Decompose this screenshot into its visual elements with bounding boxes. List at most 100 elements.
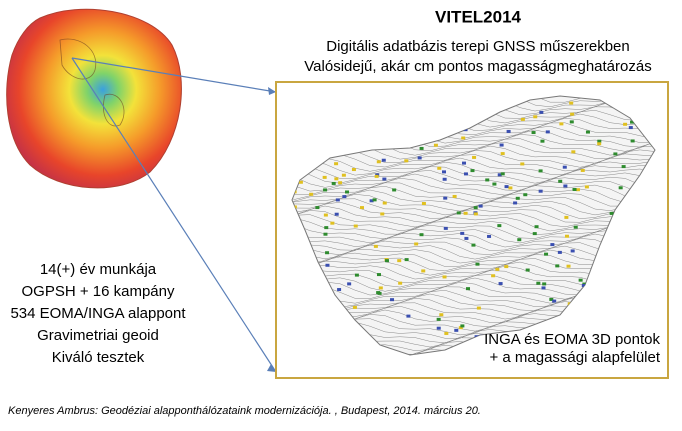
survey-point bbox=[569, 101, 574, 105]
survey-point bbox=[378, 286, 383, 290]
survey-point bbox=[334, 162, 339, 166]
survey-point bbox=[623, 122, 628, 126]
survey-point bbox=[557, 250, 562, 254]
survey-point bbox=[541, 286, 546, 290]
survey-point bbox=[381, 158, 386, 162]
survey-point bbox=[544, 252, 549, 256]
contour-line bbox=[292, 182, 655, 200]
survey-point bbox=[380, 212, 385, 216]
survey-point bbox=[414, 242, 419, 246]
survey-point bbox=[376, 160, 381, 164]
survey-point bbox=[382, 201, 387, 205]
contour-line bbox=[292, 154, 655, 172]
contour-line bbox=[292, 189, 655, 207]
contour-line bbox=[292, 242, 655, 260]
survey-point bbox=[444, 331, 449, 335]
contour-line bbox=[292, 177, 655, 196]
survey-point bbox=[436, 326, 441, 330]
footer: Kenyeres Ambrus: Geodéziai alapponthálóz… bbox=[8, 405, 481, 417]
survey-point bbox=[538, 189, 543, 193]
survey-point bbox=[323, 213, 328, 217]
survey-point bbox=[545, 130, 550, 134]
left-text-line: Gravimetriai geoid bbox=[37, 327, 159, 344]
survey-point bbox=[419, 146, 424, 150]
survey-point bbox=[487, 234, 492, 238]
survey-point bbox=[630, 120, 635, 124]
survey-point bbox=[531, 131, 536, 135]
survey-point bbox=[397, 259, 402, 263]
contour-line bbox=[292, 185, 655, 204]
survey-point bbox=[369, 199, 374, 203]
survey-point bbox=[498, 282, 503, 286]
map-caption: + a magassági alapfelület bbox=[489, 349, 660, 366]
survey-point bbox=[550, 243, 555, 247]
survey-point bbox=[460, 324, 465, 328]
survey-point bbox=[331, 181, 336, 185]
survey-point bbox=[578, 278, 583, 282]
survey-point bbox=[539, 110, 544, 114]
survey-point bbox=[439, 313, 444, 317]
survey-point bbox=[584, 185, 589, 189]
survey-point bbox=[463, 172, 468, 176]
survey-point bbox=[338, 181, 343, 185]
survey-point bbox=[572, 187, 577, 191]
survey-point bbox=[523, 193, 528, 197]
survey-point bbox=[352, 305, 357, 309]
survey-point bbox=[552, 299, 557, 303]
survey-point bbox=[442, 177, 447, 181]
survey-point bbox=[298, 180, 303, 184]
survey-point bbox=[373, 244, 378, 248]
survey-point bbox=[575, 188, 580, 192]
survey-point bbox=[437, 166, 442, 170]
survey-point bbox=[433, 143, 438, 147]
survey-point bbox=[570, 112, 575, 116]
survey-point bbox=[419, 233, 424, 237]
survey-point bbox=[558, 179, 563, 183]
contour-line bbox=[292, 258, 655, 276]
survey-point bbox=[478, 204, 483, 208]
survey-point bbox=[497, 173, 502, 177]
survey-point bbox=[517, 238, 522, 242]
contour-line bbox=[292, 170, 655, 188]
survey-point bbox=[470, 169, 475, 173]
survey-point bbox=[322, 175, 327, 179]
survey-point bbox=[504, 265, 509, 269]
survey-point bbox=[515, 196, 520, 200]
survey-point bbox=[630, 139, 635, 143]
contour-line bbox=[292, 217, 655, 235]
survey-point bbox=[573, 225, 578, 229]
connector-line bbox=[71, 57, 277, 93]
survey-point bbox=[585, 130, 590, 134]
survey-point bbox=[564, 234, 569, 238]
survey-point bbox=[372, 198, 377, 202]
title: VITEL2014 bbox=[435, 7, 522, 26]
survey-point bbox=[472, 155, 477, 159]
survey-point bbox=[335, 198, 340, 202]
contour-line bbox=[292, 205, 655, 224]
contour-line bbox=[292, 245, 655, 264]
survey-point bbox=[562, 165, 567, 169]
contour-line bbox=[292, 229, 655, 248]
survey-point bbox=[390, 298, 395, 302]
contour-line bbox=[292, 157, 655, 176]
survey-point bbox=[508, 186, 513, 190]
survey-point bbox=[581, 284, 586, 288]
left-text-line: OGPSH + 16 kampány bbox=[22, 283, 175, 300]
survey-point bbox=[569, 120, 574, 124]
survey-point bbox=[436, 317, 441, 321]
survey-point bbox=[376, 291, 381, 295]
contour-line bbox=[292, 221, 655, 240]
survey-point bbox=[353, 224, 358, 228]
survey-point bbox=[325, 263, 330, 267]
survey-point bbox=[334, 212, 339, 216]
survey-point bbox=[563, 184, 568, 188]
survey-point bbox=[491, 274, 496, 278]
survey-point bbox=[460, 231, 465, 235]
survey-point bbox=[618, 186, 623, 190]
survey-point bbox=[525, 268, 530, 272]
survey-point bbox=[334, 177, 339, 181]
survey-point bbox=[442, 170, 447, 174]
survey-point bbox=[532, 232, 537, 236]
survey-point bbox=[533, 115, 538, 119]
